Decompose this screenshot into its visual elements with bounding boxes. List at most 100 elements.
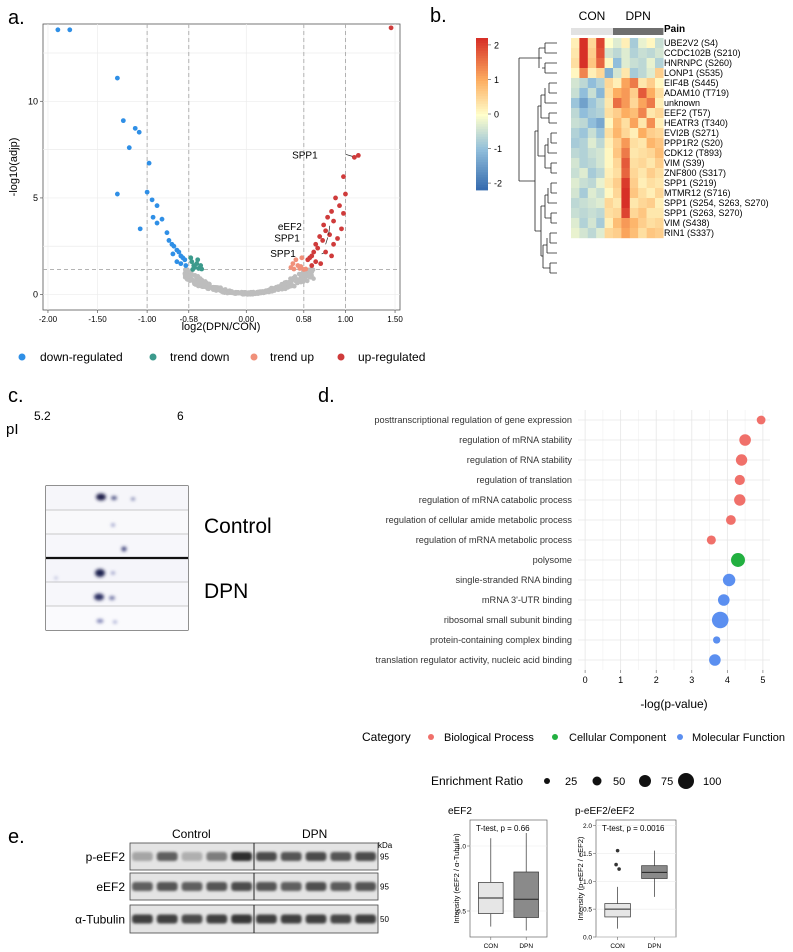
western-band bbox=[355, 914, 376, 924]
volcano-point-down-regulated bbox=[154, 220, 160, 226]
volcano-point-up-regulated bbox=[325, 214, 331, 220]
heatmap-cell bbox=[621, 198, 630, 209]
heatmap-cells bbox=[571, 38, 664, 239]
heatmap-cell bbox=[655, 228, 664, 239]
volcano-point-down-regulated bbox=[174, 259, 180, 265]
heatmap-cell bbox=[629, 108, 639, 119]
western-kda-value: 95 bbox=[380, 853, 389, 862]
heatmap-cell bbox=[638, 68, 647, 79]
colorbar-segment bbox=[476, 126, 488, 130]
heatmap-cell bbox=[655, 58, 664, 69]
volcano-point-trend-down bbox=[190, 267, 196, 272]
heatmap-cell bbox=[596, 148, 605, 159]
heatmap-cell bbox=[604, 198, 614, 209]
bubble-point bbox=[756, 415, 766, 425]
volcano-point-down-regulated bbox=[146, 160, 152, 166]
colorbar-segment bbox=[476, 129, 488, 133]
heatmap-cell bbox=[621, 188, 630, 199]
heatmap-cell bbox=[638, 78, 647, 89]
heatmap-cell bbox=[613, 108, 622, 119]
heatmap-cell bbox=[655, 78, 664, 89]
heatmap-cell bbox=[646, 68, 656, 79]
volcano-point-ns bbox=[302, 273, 307, 278]
heatmap-annotation-label: Pain bbox=[664, 24, 685, 35]
colorbar-segment bbox=[476, 58, 488, 62]
bubble-term-labels: posttranscriptional regulation of gene e… bbox=[374, 415, 572, 665]
boxplot-x-tick-label: CON bbox=[610, 943, 625, 950]
heatmap-cell bbox=[579, 108, 588, 119]
heatmap-cell bbox=[613, 198, 622, 209]
heatmap-cell bbox=[604, 118, 614, 129]
heatmap-cell bbox=[613, 138, 622, 149]
heatmap-cell bbox=[613, 218, 622, 229]
colorbar-segment bbox=[476, 40, 488, 44]
bubble-point bbox=[709, 654, 721, 666]
boxplot-x-tick-label: DPN bbox=[648, 943, 662, 950]
volcano-point-down-regulated bbox=[183, 263, 189, 268]
volcano-x-axis-label: log2(DPN/CON) bbox=[182, 321, 261, 333]
heatmap-row-label: ZNF800 (S317) bbox=[664, 168, 726, 178]
heatmap-cell bbox=[629, 168, 639, 179]
heatmap-cell bbox=[579, 188, 588, 199]
volcano-point-trend-up bbox=[299, 255, 305, 261]
western-kda-label: kDa bbox=[378, 841, 393, 850]
heatmap-cell bbox=[655, 168, 664, 179]
colorbar-segment bbox=[476, 167, 488, 171]
western-band bbox=[280, 882, 302, 891]
heatmap-cell bbox=[604, 108, 614, 119]
heatmap-cell bbox=[579, 118, 588, 129]
heatmap-cell bbox=[655, 118, 664, 129]
bubble-point bbox=[735, 454, 748, 466]
boxplot-eef2: eEF2 0.5 1.0 T-test, p = 0.66 CON DPN Intensit… bbox=[448, 806, 548, 950]
heatmap-cell bbox=[587, 78, 597, 89]
heatmap-cell bbox=[587, 228, 597, 239]
heatmap-cell bbox=[571, 208, 580, 219]
heatmap-cell bbox=[604, 138, 614, 149]
legend-size-dot-25 bbox=[544, 778, 550, 784]
colorbar-segment bbox=[476, 45, 488, 49]
volcano-point-up-regulated bbox=[331, 218, 336, 224]
heatmap-cell bbox=[655, 128, 664, 139]
volcano-point-ns bbox=[186, 273, 191, 279]
heatmap-cell bbox=[604, 88, 614, 99]
volcano-point-down-regulated bbox=[154, 203, 160, 209]
western-band bbox=[330, 882, 352, 891]
heatmap-cell bbox=[646, 148, 656, 159]
volcano-point-up-regulated bbox=[317, 234, 323, 239]
volcano-x-tick-label: -1.00 bbox=[138, 315, 157, 324]
volcano-point-ns bbox=[249, 290, 255, 295]
heatmap-cell bbox=[638, 118, 647, 129]
heatmap-row-label: VIM (S438) bbox=[664, 218, 710, 228]
heatmap-cell bbox=[604, 228, 614, 239]
heatmap-cell bbox=[596, 208, 605, 219]
volcano-point-ns bbox=[290, 283, 295, 288]
panel-label-b: b. bbox=[430, 5, 447, 27]
volcano-point-up-regulated bbox=[343, 191, 348, 197]
heatmap: 2 1 0 -1 -2 CON DPN Pain UBE2V2 (S4)CCDC102B … bbox=[476, 9, 769, 274]
legend-dot-biological-process bbox=[428, 734, 434, 740]
heatmap-row-label: SPP1 (S254, S263, S270) bbox=[664, 198, 769, 208]
heatmap-cell bbox=[571, 78, 580, 89]
bubble-x-axis-label: -log(p-value) bbox=[640, 697, 707, 711]
legend-dot-cellular-component bbox=[552, 734, 558, 740]
volcano-point-up-regulated bbox=[341, 174, 346, 180]
volcano-point-trend-up bbox=[303, 266, 309, 272]
western-band bbox=[132, 914, 153, 924]
heatmap-cell bbox=[579, 138, 588, 149]
gel-strip-5 bbox=[46, 582, 188, 606]
colorbar-segment bbox=[476, 93, 488, 97]
heatmap-row-label: EIF4B (S445) bbox=[664, 78, 719, 88]
heatmap-cell bbox=[613, 78, 622, 89]
boxplot-y-tick-label: 0.5 bbox=[457, 909, 466, 916]
western-band bbox=[132, 882, 153, 891]
heatmap-cell bbox=[629, 218, 639, 229]
volcano-plot: -2.00 -1.50 -1.00 -0.58 0.00 0.58 1.00 1.50 0 5 1… bbox=[8, 23, 425, 364]
bubble-term-label: translation regulator activity, nucleic … bbox=[376, 655, 572, 665]
volcano-point-ns bbox=[197, 279, 202, 284]
heatmap-cell bbox=[587, 48, 597, 59]
colorbar-segment bbox=[476, 108, 488, 112]
gel-pI-low: 5.2 bbox=[34, 409, 51, 423]
colorbar-segment bbox=[476, 48, 488, 52]
heatmap-cell bbox=[646, 198, 656, 209]
colorbar-tick-label: -2 bbox=[494, 179, 502, 189]
